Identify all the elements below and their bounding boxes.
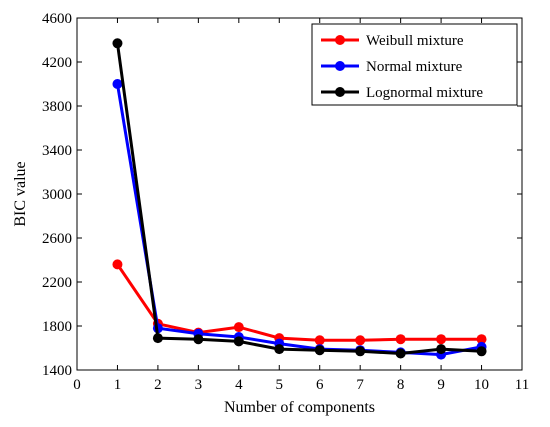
y-tick-label: 2600 [42,231,72,247]
x-tick-label: 1 [114,377,122,393]
data-point [395,348,406,359]
series-layer [112,38,487,360]
tick-labels: 0 1 2 3 4 5 6 7 8 9 10 11 1400 1800 2200 2600 3000 3400 38… [42,11,529,393]
y-tick-label: 2200 [42,275,72,291]
x-tick-label: 8 [397,377,405,393]
x-tick-label: 3 [195,377,203,393]
legend-label: Weibull mixture [366,33,464,49]
legend-label: Lognormal mixture [366,85,483,101]
axis-ticks [76,17,523,371]
series-line [115,83,482,357]
legend-item: Normal mixture [321,59,463,75]
data-point [476,334,487,345]
data-point [274,344,285,355]
legend-item: Weibull mixture [321,33,464,49]
data-point [112,79,123,89]
x-tick-label: 7 [356,377,364,393]
y-tick-label: 1400 [42,363,72,379]
data-point [314,345,325,356]
data-point [112,259,123,270]
x-tick-label: 0 [73,377,81,393]
data-point [314,335,325,346]
x-tick-label: 9 [437,377,445,393]
data-point [395,334,406,345]
data-point [355,335,366,346]
y-tick-label: 3000 [42,187,72,203]
series-3 [112,38,487,359]
y-tick-label: 3400 [42,143,72,159]
legend-item: Lognormal mixture [321,85,483,101]
data-point [112,38,123,49]
x-tick-label: 4 [235,377,243,393]
data-point [193,334,204,345]
x-tick-label: 2 [154,377,162,393]
series-line [116,263,482,342]
data-point [436,334,447,345]
legend-marker [335,61,345,71]
x-tick-label: 10 [474,377,489,393]
data-point [476,346,487,357]
x-axis-title: Number of components [224,399,375,416]
y-axis-title: BIC value [12,161,29,226]
y-tick-label: 4600 [42,11,72,27]
data-point [233,336,244,347]
legend: Weibull mixture Normal mixture Lognormal m… [311,23,518,106]
series-line [115,43,482,356]
y-tick-label: 3800 [42,99,72,115]
y-tick-label: 4200 [42,55,72,71]
data-point [152,333,163,344]
data-point [233,322,244,333]
legend-marker [335,87,345,97]
data-point [355,346,366,357]
legend-marker [335,35,345,45]
y-tick-label: 1800 [42,319,72,335]
x-tick-label: 5 [276,377,284,393]
data-point [436,344,447,355]
x-tick-label: 11 [515,377,529,393]
legend-label: Normal mixture [366,59,463,75]
x-tick-label: 6 [316,377,324,393]
